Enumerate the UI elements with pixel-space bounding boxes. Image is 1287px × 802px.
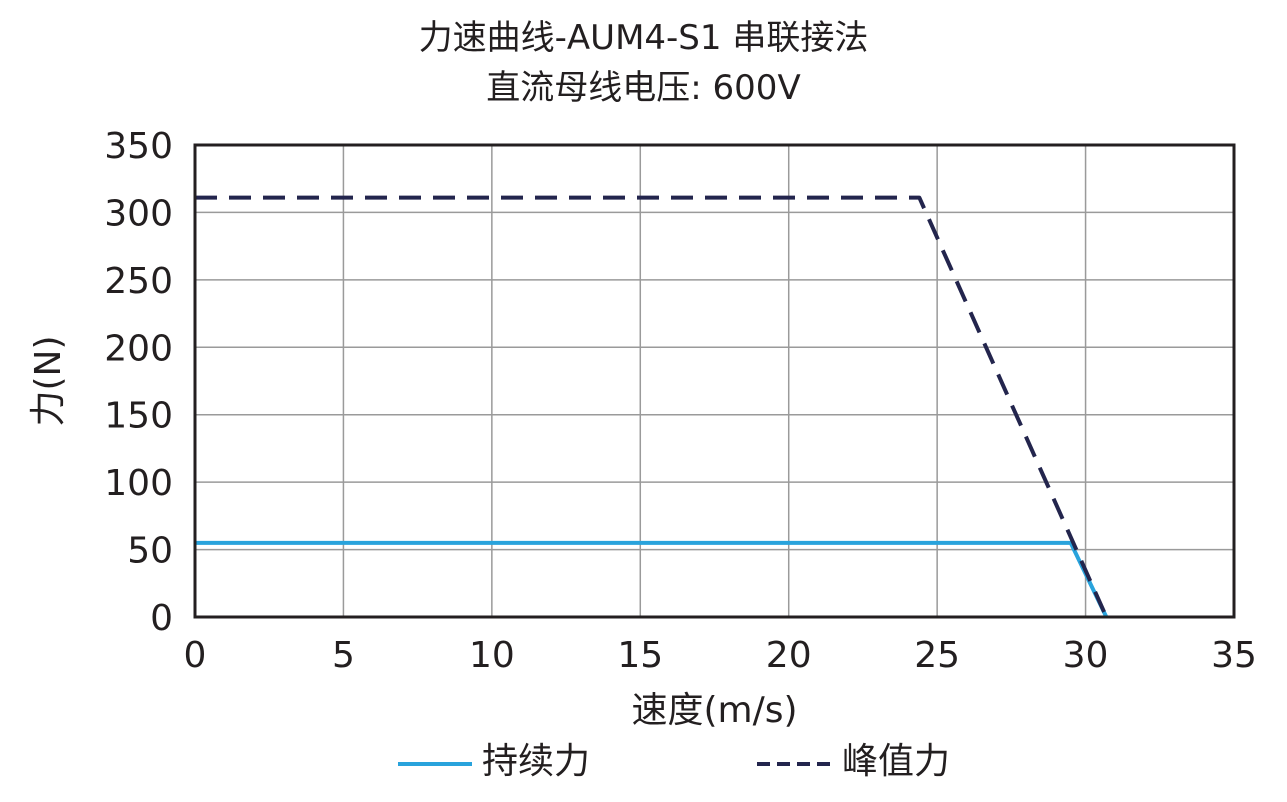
y-tick-label: 0 — [150, 598, 173, 639]
y-tick-label: 300 — [104, 193, 173, 234]
series-line-0 — [195, 540, 1109, 618]
series-layer — [195, 195, 1109, 618]
x-tick-label: 5 — [332, 635, 355, 676]
grid-lines — [194, 144, 1235, 618]
chart-title: 力速曲线-AUM4-S1 串联接法 — [418, 18, 869, 58]
x-tick-label: 0 — [184, 635, 207, 676]
y-tick-label: 250 — [104, 261, 173, 302]
y-axis-label: 力(N) — [28, 335, 69, 426]
y-tick-label: 150 — [104, 396, 173, 437]
x-tick-label: 20 — [766, 635, 812, 676]
x-tick-label: 30 — [1063, 635, 1109, 676]
legend-swatch-peak — [757, 762, 833, 766]
y-tick-label: 200 — [104, 328, 173, 369]
x-axis-label: 速度(m/s) — [631, 690, 797, 731]
y-tick-label: 50 — [127, 531, 173, 572]
legend-label-continuous: 持续力 — [482, 741, 591, 782]
y-tick-label: 100 — [104, 463, 173, 504]
chart-subtitle: 直流母线电压: 600V — [486, 68, 801, 108]
x-tick-label: 25 — [914, 635, 960, 676]
x-tick-label: 15 — [617, 635, 663, 676]
legend: 持续力 峰值力 — [0, 740, 1287, 790]
plot-frame — [193, 143, 1236, 619]
x-tick-label: 10 — [469, 635, 515, 676]
legend-swatch-continuous — [398, 762, 472, 766]
series-line-1 — [195, 195, 1109, 618]
legend-label-peak: 峰值力 — [842, 741, 951, 782]
y-tick-label: 350 — [104, 126, 173, 167]
x-tick-label: 35 — [1211, 635, 1257, 676]
